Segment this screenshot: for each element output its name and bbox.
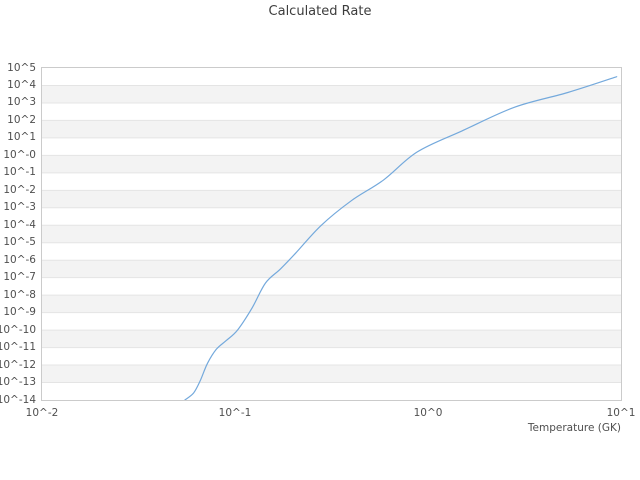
y-tick-label: 10^3 <box>7 96 36 109</box>
y-tick-label: 10^-5 <box>3 236 36 249</box>
decade-band <box>42 330 621 348</box>
y-tick-label: 10^-14 <box>0 393 36 406</box>
chart-title: Calculated Rate <box>268 4 372 19</box>
y-tick-label: 10^-1 <box>3 166 36 179</box>
y-tick-label: 10^-6 <box>3 253 36 266</box>
y-tick-label: 10^-4 <box>3 218 36 231</box>
decade-band <box>42 85 621 103</box>
rate-curve <box>184 76 618 400</box>
decade-band <box>42 365 621 383</box>
y-tick-label: 10^-11 <box>0 341 36 354</box>
y-tick-label: 10^-0 <box>3 148 36 161</box>
y-tick-label: 10^-10 <box>0 323 36 336</box>
decade-band <box>42 295 621 313</box>
y-tick-label: 10^-3 <box>3 201 36 214</box>
y-tick-label: 10^1 <box>7 131 36 144</box>
x-axis-title: Temperature (GK) <box>527 422 621 434</box>
x-tick-label: 10^0 <box>413 407 443 419</box>
plot-svg <box>42 76 621 400</box>
y-tick-label: 10^5 <box>7 61 36 74</box>
y-tick-label: 10^-7 <box>3 271 36 284</box>
y-tick-label: 10^-2 <box>3 183 36 196</box>
decade-band <box>42 190 621 208</box>
y-tick-label: 10^-9 <box>3 306 36 319</box>
x-tick-label: 10^1 <box>606 407 636 419</box>
x-tick-label: 10^-1 <box>218 407 252 419</box>
x-tick-label: 10^-2 <box>25 407 59 419</box>
y-tick-label: 10^-8 <box>3 288 36 301</box>
y-tick-label: 10^4 <box>7 78 36 91</box>
decade-band <box>42 225 621 243</box>
y-tick-label: 10^-12 <box>0 358 36 371</box>
decade-band <box>42 260 621 278</box>
y-tick-label: 10^-13 <box>0 376 36 389</box>
y-tick-label: 10^2 <box>7 113 36 126</box>
plot-area <box>41 67 622 401</box>
decade-band <box>42 155 621 173</box>
decade-band <box>42 120 621 138</box>
